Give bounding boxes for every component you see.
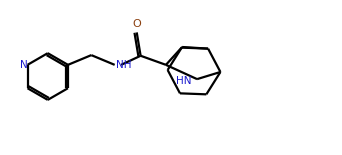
Text: O: O	[132, 18, 141, 29]
Text: N: N	[20, 60, 27, 70]
Text: NH: NH	[116, 60, 131, 70]
Text: HN: HN	[176, 76, 191, 86]
